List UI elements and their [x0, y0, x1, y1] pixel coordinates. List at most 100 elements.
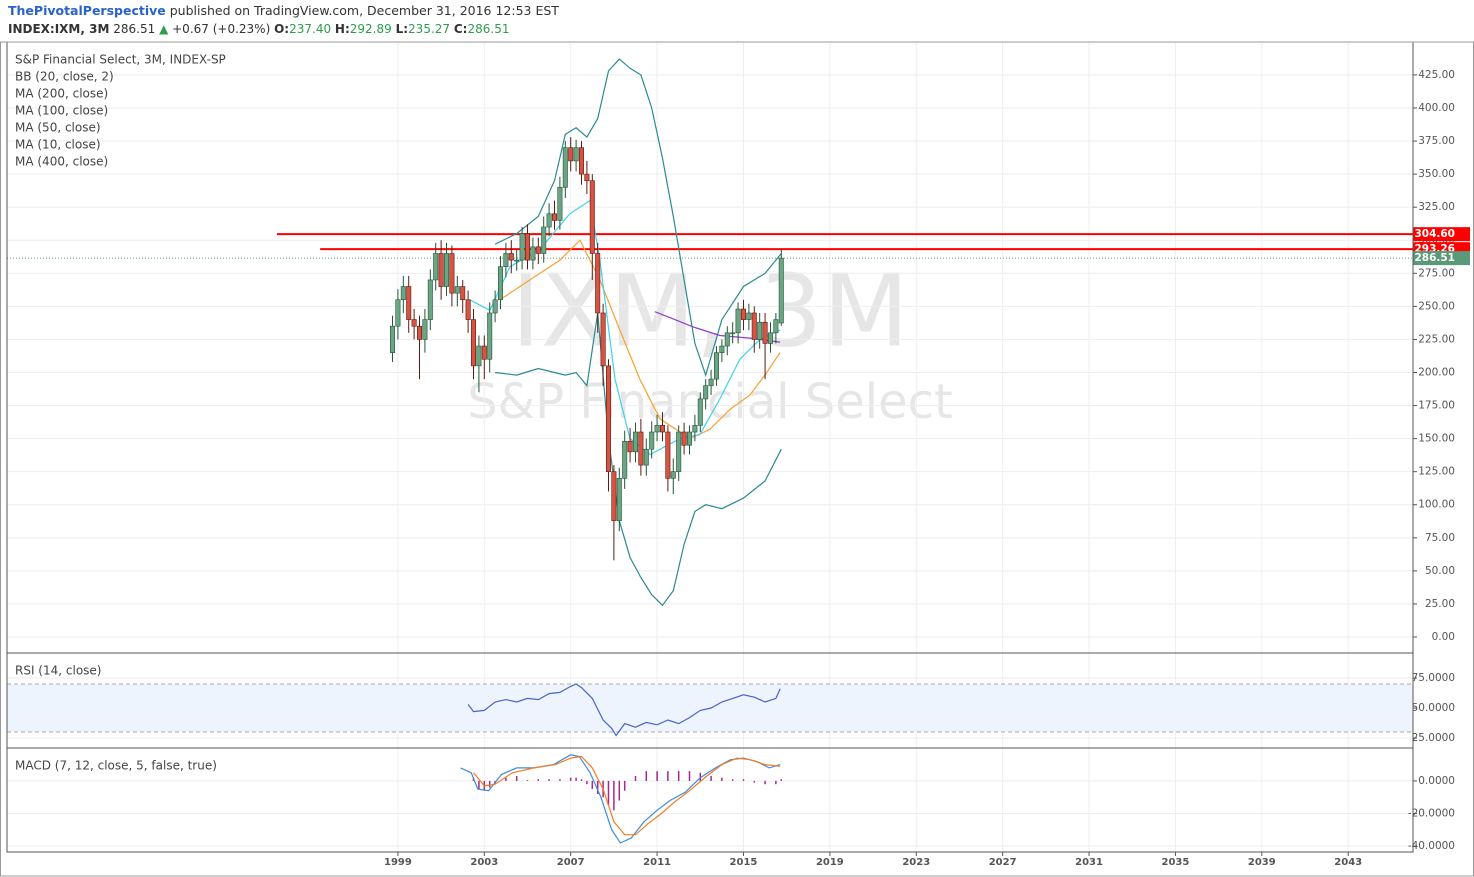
x-tick-label: 2035 [1162, 857, 1190, 868]
y-tick-label: 50.0000 [1412, 702, 1455, 714]
candle-body [557, 187, 563, 221]
y-tick-label: 125.00 [1418, 466, 1455, 478]
candle-body [622, 440, 628, 479]
candle-body [676, 431, 682, 472]
change: +0.67 (+0.23%) [172, 22, 270, 36]
y-tick-label: 0.00 [1432, 631, 1455, 643]
candle-body [692, 425, 698, 433]
last: 286.51 [113, 22, 155, 36]
candle-body [514, 259, 520, 262]
indicator-line [460, 754, 781, 844]
y-tick-label: 75.00 [1425, 532, 1455, 544]
candle-body [551, 213, 557, 221]
price-box [1413, 251, 1470, 266]
candle-body [535, 246, 541, 254]
y-tick-label: 375.00 [1418, 135, 1455, 147]
candle-body [659, 425, 665, 433]
candle-body [654, 425, 660, 433]
candle-body [740, 308, 746, 320]
candle-body [465, 299, 471, 320]
candle-body [449, 253, 455, 294]
h: 292.89 [350, 22, 392, 36]
legend-entry: MA (100, close) [15, 104, 108, 118]
candle-body [498, 266, 504, 301]
candle-body [735, 308, 741, 334]
candle-body [713, 352, 719, 380]
candle-body [406, 286, 412, 320]
candle-body [773, 319, 779, 334]
candle-body [697, 398, 703, 426]
l-label: L: [396, 22, 408, 36]
candle-body [476, 345, 482, 367]
ma-line [469, 199, 781, 456]
candle-body [724, 332, 730, 347]
y-tick-label: 25.00 [1425, 598, 1455, 610]
candle-body [417, 325, 423, 340]
y-tick-label: 425.00 [1418, 69, 1455, 81]
candle-body [686, 431, 692, 446]
legend-entry: BB (20, close, 2) [15, 70, 114, 84]
indicator-line [467, 683, 781, 737]
legend-entry: MA (400, close) [15, 155, 108, 169]
x-tick-label: 2027 [989, 857, 1017, 868]
o: 237.40 [289, 22, 331, 36]
candle-body [411, 319, 417, 327]
candle-body [433, 253, 439, 281]
candle-body [460, 286, 466, 301]
y-tick-label: 150.00 [1418, 433, 1455, 445]
candle-body [541, 226, 547, 254]
c: 286.51 [467, 22, 509, 36]
x-tick-label: 2023 [902, 857, 930, 868]
price-box [1413, 227, 1470, 242]
y-tick-label: 275.00 [1418, 267, 1455, 279]
candle-body [767, 332, 773, 344]
panel-title: RSI (14, close) [15, 664, 101, 678]
candle-body [605, 365, 611, 472]
candle-body [525, 233, 531, 261]
panel-title: S&P Financial Select, 3M, INDEX-SP [15, 53, 226, 67]
candle-body [719, 345, 725, 353]
symbol: INDEX:IXM, 3M [8, 22, 109, 36]
candle-body [600, 312, 606, 367]
candle-body [708, 378, 714, 387]
candle-body [751, 312, 757, 340]
candle-body [390, 325, 396, 353]
y-tick-label: 200.00 [1418, 366, 1455, 378]
y-tick-label: 25.0000 [1412, 732, 1455, 744]
ma-line [499, 239, 781, 440]
price-box-label: 304.60 [1414, 228, 1455, 240]
candle-body [670, 471, 676, 479]
candle-body [454, 286, 460, 294]
candle-body [487, 312, 493, 360]
candle-body [649, 431, 655, 450]
x-tick-label: 2003 [470, 857, 498, 868]
legend-entry: MA (200, close) [15, 87, 108, 101]
author[interactable]: ThePivotalPerspective [8, 3, 166, 18]
candle-body [589, 180, 595, 254]
y-tick-label: 100.00 [1418, 499, 1455, 511]
candle-body [519, 233, 525, 261]
outer-frame [0, 41, 1474, 877]
x-tick-label: 2015 [730, 857, 758, 868]
l: 235.27 [408, 22, 450, 36]
h-label: H: [335, 22, 350, 36]
candle-body [492, 299, 498, 314]
candle-body [427, 279, 433, 320]
bb-upper [494, 58, 782, 378]
x-tick-label: 2031 [1075, 857, 1103, 868]
x-tick-label: 1999 [384, 857, 412, 868]
x-tick-label: 2007 [557, 857, 585, 868]
y-tick-label: -40.0000 [1408, 840, 1455, 852]
c-label: C: [454, 22, 468, 36]
y-tick-label: 325.00 [1418, 201, 1455, 213]
price-box-label: 286.51 [1414, 252, 1455, 264]
candle-body [643, 448, 649, 466]
x-tick-label: 2019 [816, 857, 844, 868]
candle-body [503, 253, 509, 267]
panel-frame [6, 747, 1414, 853]
y-tick-label: 50.00 [1425, 565, 1455, 577]
candle-body [703, 385, 709, 400]
candle-body [584, 173, 590, 182]
o-label: O: [274, 22, 289, 36]
candle-body [530, 246, 536, 261]
